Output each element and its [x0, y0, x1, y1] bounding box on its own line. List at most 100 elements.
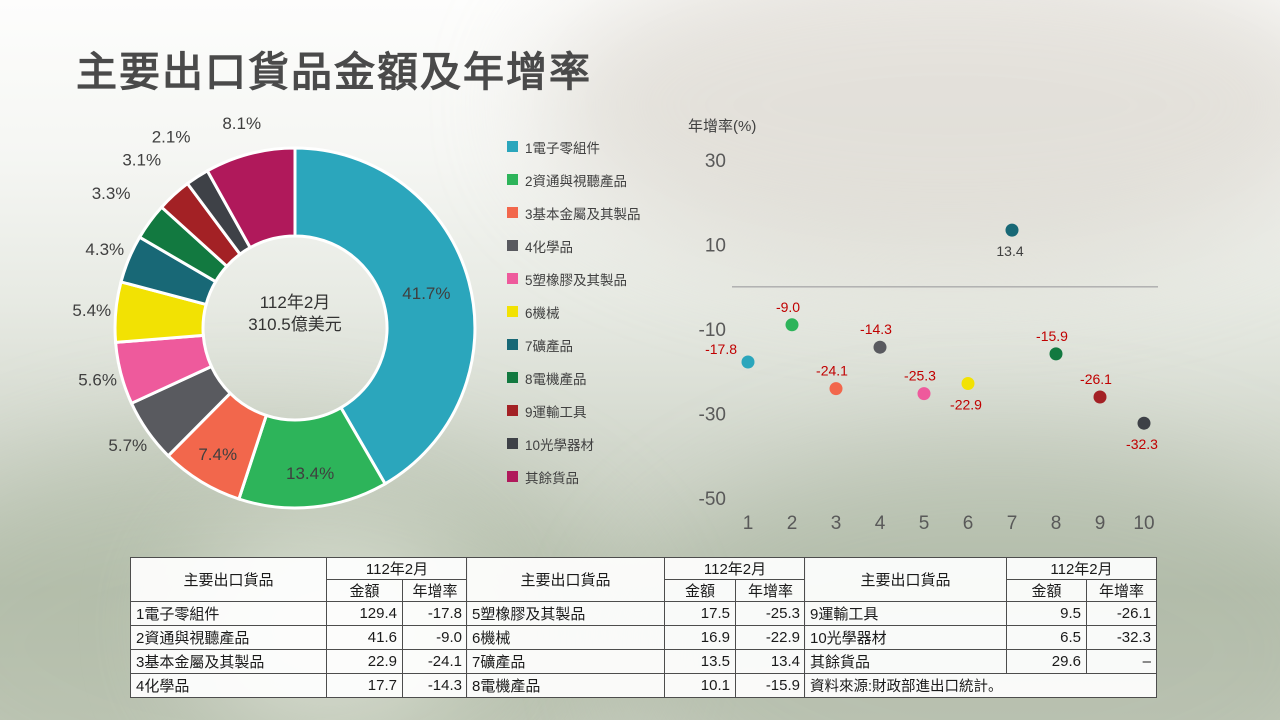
scatter-point-label: -24.1 — [816, 363, 848, 379]
table-cell-amount: 16.9 — [664, 625, 736, 650]
legend-item: 其餘貨品 — [507, 460, 641, 493]
table-header-yoy: 年增率 — [1085, 579, 1158, 602]
pie-slice — [205, 146, 297, 250]
donut-center-period: 112年2月 — [259, 293, 331, 312]
table-cell-name: 其餘貨品 — [804, 649, 1007, 674]
legend-label: 8電機產品 — [525, 371, 587, 387]
table-row: 8電機產品 10.1 -15.9 — [466, 673, 807, 698]
table-header-category: 主要出口貨品 — [466, 557, 665, 602]
pie-slice — [293, 146, 477, 486]
table-cell-name: 10光學器材 — [804, 625, 1007, 650]
donut-center-amount: 310.5億美元 — [248, 315, 342, 335]
table-cell-amount: 6.5 — [1006, 625, 1087, 650]
scatter-axis-title: 年增率(%) — [688, 118, 756, 135]
scatter-xtick: 2 — [787, 513, 798, 534]
table-header-period: 112年2月 — [1005, 557, 1158, 580]
donut-center-label: 112年2月 310.5億美元 — [205, 292, 385, 337]
legend-label: 10光學器材 — [525, 437, 595, 453]
table-row: 3基本金屬及其製品 22.9 -24.1 — [130, 649, 469, 674]
scatter-xtick: 10 — [1133, 513, 1154, 534]
table-cell-amount: 13.5 — [664, 649, 736, 674]
legend-item: 3基本金屬及其製品 — [507, 196, 641, 229]
legend-swatch — [507, 405, 518, 416]
scatter-xtick: 7 — [1007, 513, 1018, 534]
pie-slice-label: 3.1% — [122, 150, 161, 169]
legend-item: 4化學品 — [507, 229, 641, 262]
legend-label: 3基本金屬及其製品 — [525, 206, 641, 222]
table-cell-name: 3基本金屬及其製品 — [130, 649, 327, 674]
donut-chart: 41.7% 13.4% 7.4% 5.7% 5.6% 5.4% 4.3% 3.3% 3.1% 2.… — [72, 114, 477, 510]
table-cell-name: 2資通與視聽產品 — [130, 625, 327, 650]
source-note: 資料來源:財政部進出口統計。 — [803, 673, 1158, 698]
table-cell-name: 1電子零組件 — [130, 601, 327, 626]
legend-swatch — [507, 141, 518, 152]
pie-slice-label: 5.7% — [108, 436, 147, 455]
scatter-point — [1049, 347, 1063, 361]
table-cell-name: 4化學品 — [130, 673, 327, 698]
table-cell-yoy: -22.9 — [734, 625, 807, 650]
table-header-amount: 金額 — [1006, 579, 1087, 602]
scatter-point — [1093, 390, 1107, 404]
scatter-point — [917, 387, 931, 401]
table-row: 5塑橡膠及其製品 17.5 -25.3 — [466, 601, 807, 626]
export-table-1: 主要出口貨品 112年2月 金額 年增率 1電子零組件 129.4 -17.8 2資通與視聽產… — [130, 557, 469, 698]
scatter-point — [961, 377, 975, 390]
legend-swatch — [507, 339, 518, 350]
legend-item: 9運輸工具 — [507, 394, 641, 427]
scatter-point — [873, 340, 887, 354]
table-cell-yoy: -9.0 — [401, 625, 469, 650]
table-header-yoy: 年增率 — [401, 579, 469, 602]
scatter-xtick: 5 — [919, 513, 930, 534]
scatter-ytick: 30 — [705, 151, 726, 172]
table-cell-yoy: 13.4 — [734, 649, 807, 674]
table-cell-yoy: -25.3 — [734, 601, 807, 626]
scatter-point-label: -26.1 — [1080, 371, 1112, 387]
legend-item: 1電子零組件 — [507, 130, 641, 163]
table-cell-yoy: -26.1 — [1085, 601, 1158, 626]
scatter-ytick: -10 — [699, 320, 726, 341]
table-cell-amount: 17.5 — [664, 601, 736, 626]
scatter-xtick: 3 — [831, 513, 842, 534]
table-cell-name: 7礦產品 — [466, 649, 665, 674]
table-cell-yoy: -17.8 — [401, 601, 469, 626]
legend-label: 5塑橡膠及其製品 — [525, 272, 628, 288]
scatter-point-label: -22.9 — [950, 397, 982, 413]
table-cell-yoy: – — [1085, 649, 1158, 674]
scatter-ytick: 10 — [705, 236, 726, 257]
scatter-point-label: -25.3 — [904, 368, 936, 384]
scatter-point-label: -15.9 — [1036, 328, 1068, 344]
legend-label: 4化學品 — [525, 239, 574, 255]
table-header-amount: 金額 — [664, 579, 736, 602]
scatter-point-label: -17.8 — [705, 341, 737, 357]
legend-swatch — [507, 438, 518, 449]
export-table-2: 主要出口貨品 112年2月 金額 年增率 5塑橡膠及其製品 17.5 -25.3 6機械 16.… — [466, 557, 807, 698]
table-cell-amount: 9.5 — [1006, 601, 1087, 626]
scatter-xtick: 6 — [963, 513, 974, 534]
legend-swatch — [507, 372, 518, 383]
table-cell-amount: 41.6 — [326, 625, 403, 650]
table-row: 7礦產品 13.5 13.4 — [466, 649, 807, 674]
legend-item: 7礦產品 — [507, 328, 641, 361]
legend-label: 其餘貨品 — [525, 470, 579, 486]
table-cell-yoy: -24.1 — [401, 649, 469, 674]
pie-slice-label: 7.4% — [198, 445, 237, 464]
pie-slice-label: 5.4% — [72, 301, 111, 320]
export-table-3: 主要出口貨品 112年2月 金額 年增率 9運輸工具 9.5 -26.1 10光學器材 6.5-… — [803, 557, 1158, 698]
scatter-point — [785, 318, 799, 332]
pie-slice-label: 8.1% — [222, 114, 261, 133]
legend-swatch — [507, 240, 518, 251]
scatter-point — [1005, 223, 1019, 237]
table-row: 9運輸工具 9.5 -26.1 — [804, 601, 1158, 626]
table-header-period: 112年2月 — [663, 557, 807, 580]
legend-item: 2資通與視聽產品 — [507, 163, 641, 196]
pie-slice-label: 41.7% — [402, 284, 450, 303]
scatter-point — [1137, 416, 1151, 430]
legend-label: 1電子零組件 — [525, 140, 601, 156]
legend-item: 8電機產品 — [507, 361, 641, 394]
pie-slice-label: 4.3% — [85, 240, 124, 259]
table-header-amount: 金額 — [326, 579, 403, 602]
table-row: 6機械 16.9 -22.9 — [466, 625, 807, 650]
legend-item: 5塑橡膠及其製品 — [507, 262, 641, 295]
pie-slice-label: 2.1% — [152, 128, 191, 147]
